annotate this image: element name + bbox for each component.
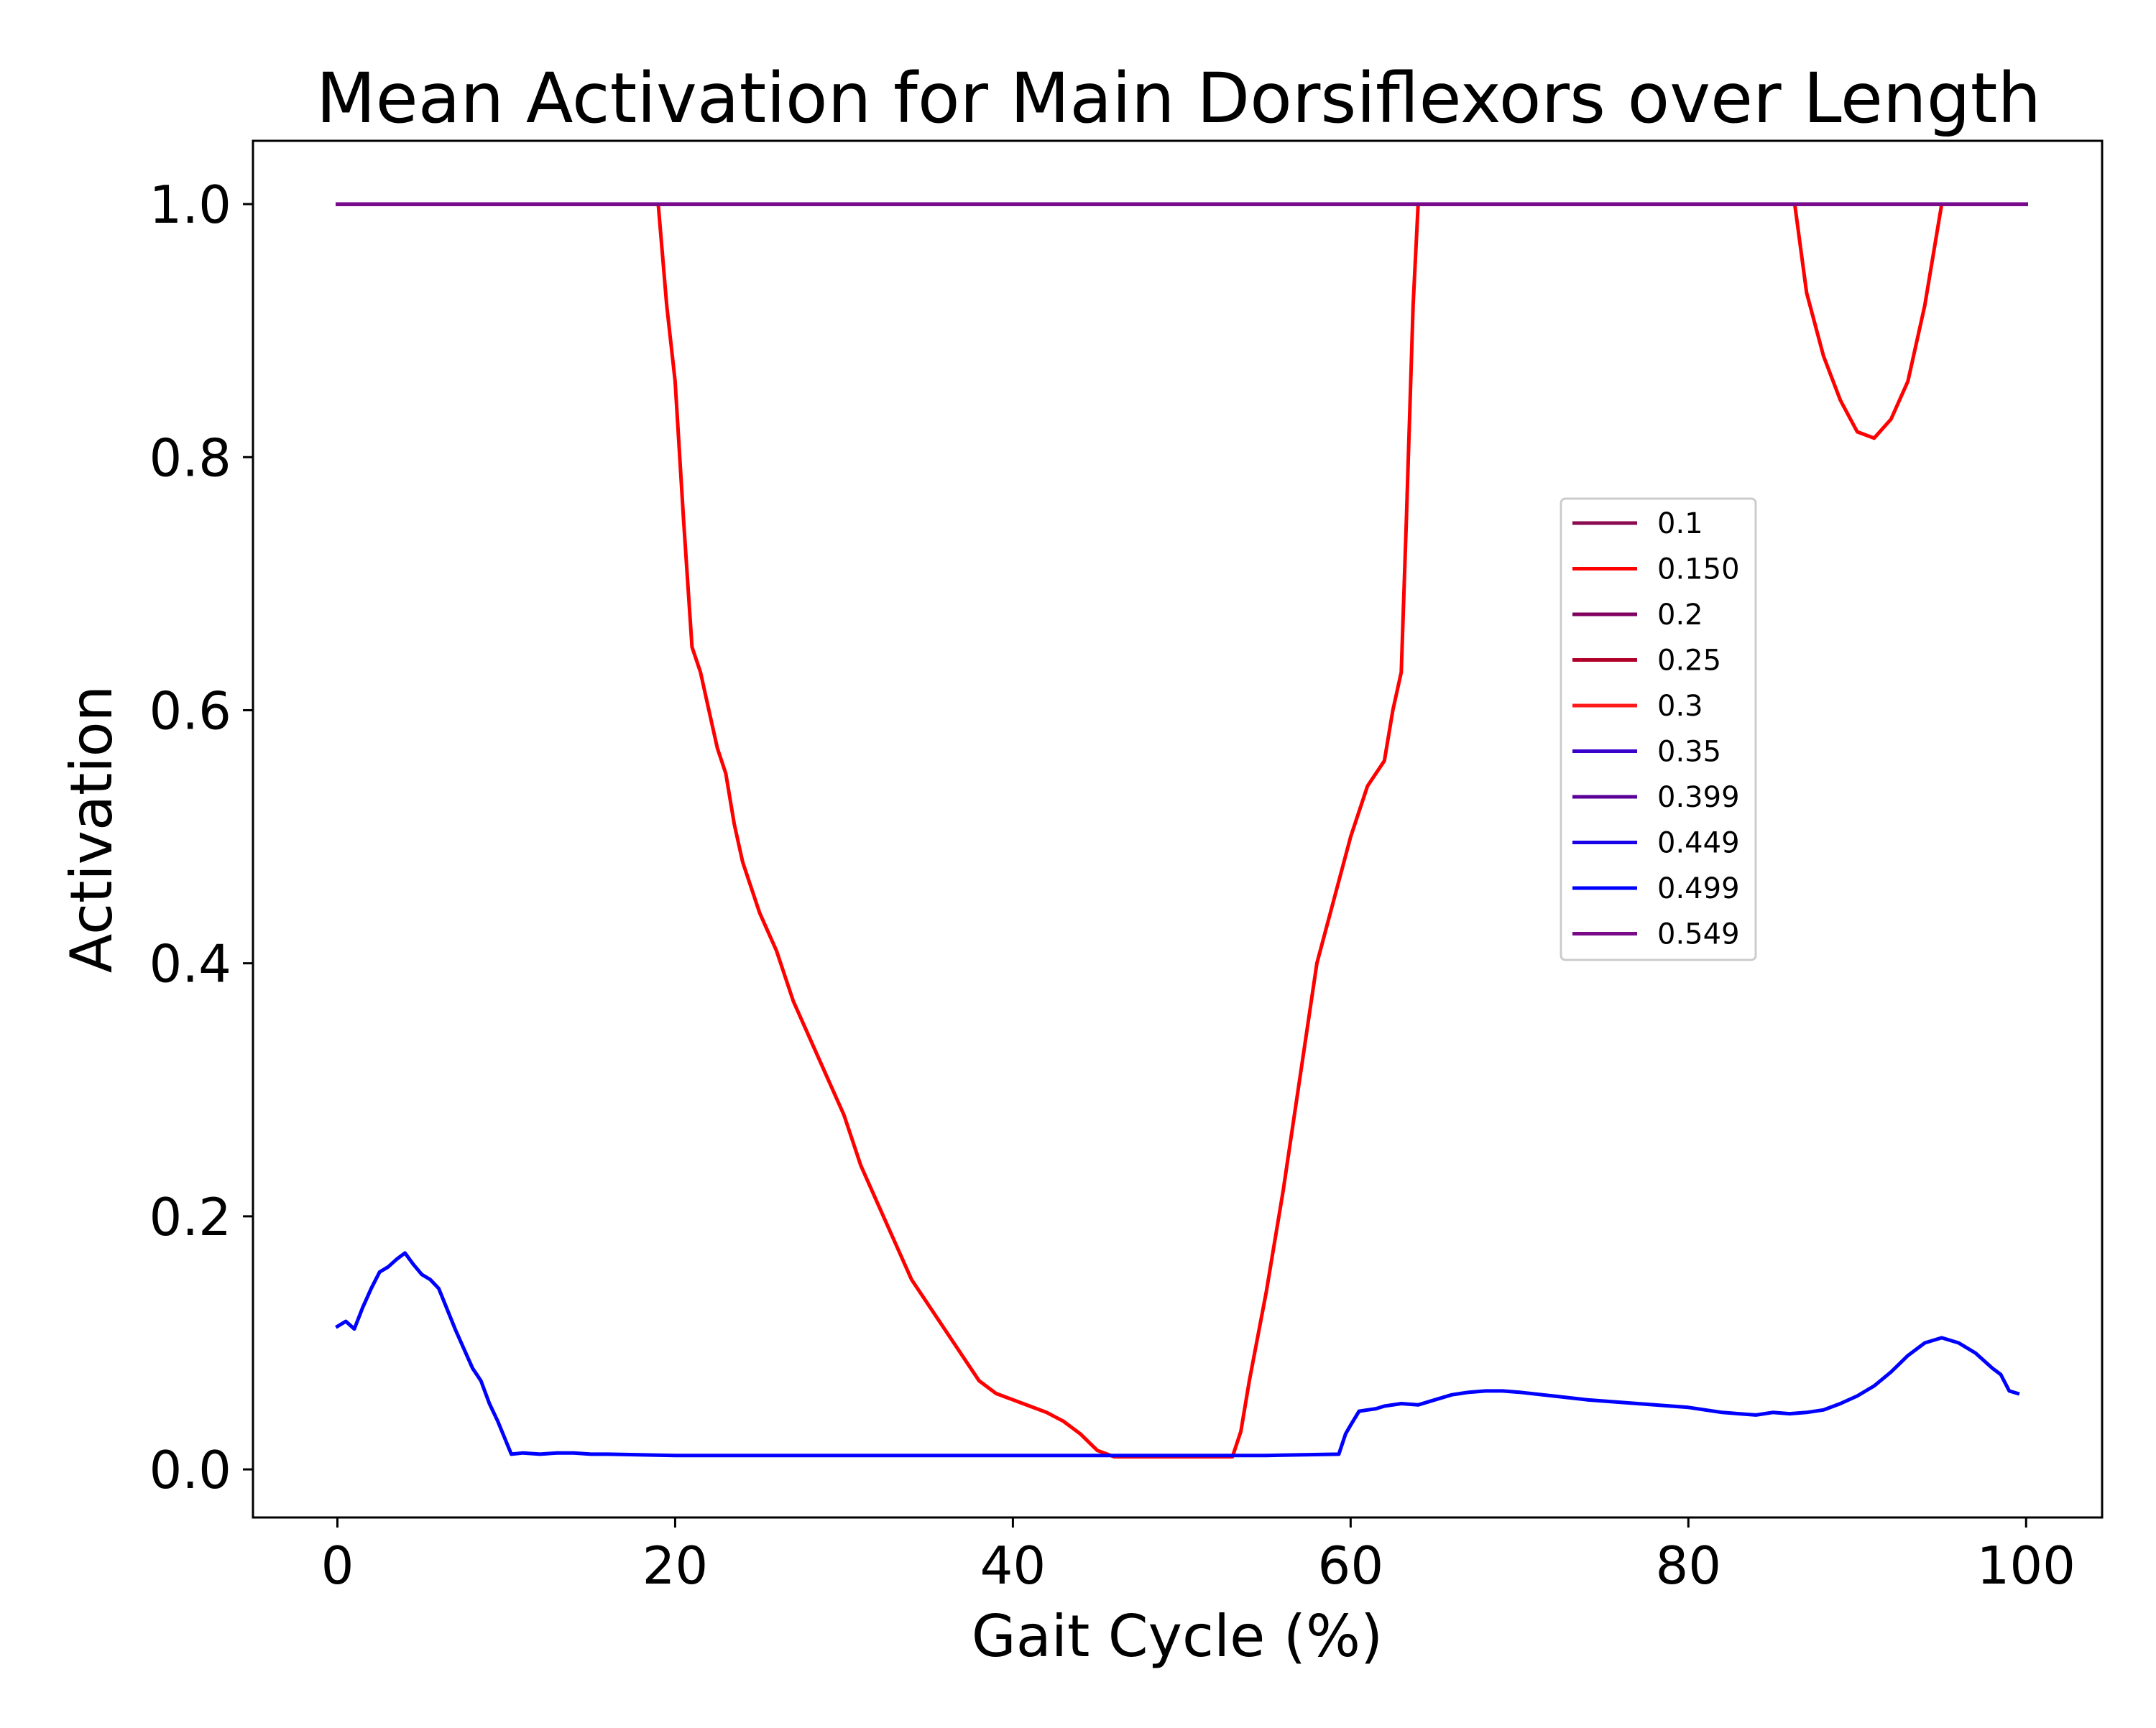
legend: 0.1 0.150 0.2 0.25 0.3 0.35 0.399 0.449 0.499 0.5… [1560, 497, 1757, 961]
plot-frame [252, 139, 2104, 1519]
legend-label: 0.549 [1657, 918, 1740, 951]
y-axis-title: Activation [58, 685, 125, 974]
legend-label: 0.399 [1657, 781, 1740, 814]
legend-label: 0.150 [1657, 553, 1740, 586]
series-line-8 [335, 1251, 2020, 1458]
plot-area [335, 202, 2028, 1459]
legend-label: 0.25 [1657, 644, 1721, 678]
legend-label: 0.499 [1657, 872, 1740, 905]
x-tick-label: 40 [980, 1535, 1046, 1596]
x-axis: 0 20 40 60 80 100 [321, 1517, 2076, 1596]
legend-label: 0.2 [1657, 599, 1703, 632]
legend-label: 0.449 [1657, 827, 1740, 860]
y-tick-label: 0.2 [149, 1187, 231, 1247]
x-tick-label: 20 [642, 1535, 709, 1596]
legend-label: 0.35 [1657, 736, 1721, 769]
x-tick-label: 0 [321, 1535, 354, 1596]
y-tick-label: 0.6 [149, 680, 231, 741]
y-tick-label: 0.4 [149, 934, 231, 994]
x-tick-label: 100 [1977, 1535, 2076, 1596]
x-tick-label: 60 [1318, 1535, 1384, 1596]
legend-label: 0.3 [1657, 690, 1703, 723]
y-axis: 0.0 0.2 0.4 0.6 0.8 1.0 [149, 175, 253, 1500]
y-tick-label: 0.8 [149, 428, 231, 488]
x-tick-label: 80 [1655, 1535, 1721, 1596]
y-tick-label: 0.0 [149, 1440, 231, 1500]
x-axis-title: Gait Cycle (%) [972, 1603, 1383, 1670]
legend-label: 0.1 [1657, 507, 1703, 540]
chart-title: Mean Activation for Main Dorsiflexors ov… [316, 58, 2041, 139]
y-tick-label: 1.0 [149, 175, 231, 235]
